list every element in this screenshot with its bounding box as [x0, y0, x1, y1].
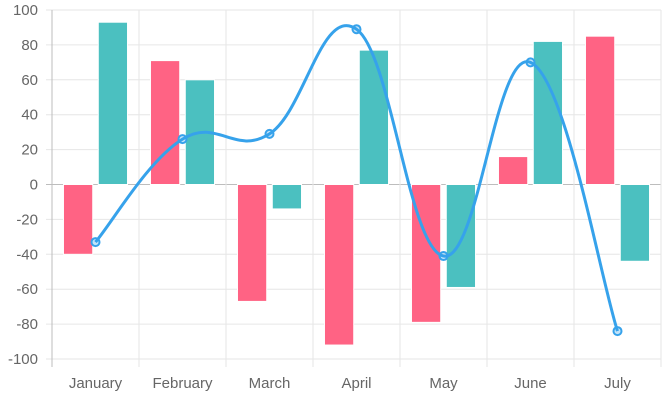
x-tick-label: April [341, 375, 371, 392]
y-tick-label: -20 [16, 211, 38, 228]
bar-series2[interactable] [271, 184, 303, 210]
bar-series2[interactable] [532, 40, 564, 185]
x-tick-label: June [514, 375, 547, 392]
bar-series1[interactable] [149, 60, 181, 185]
y-tick-label: 20 [21, 142, 38, 159]
bar-marks [62, 21, 651, 346]
y-tick-label: -80 [16, 316, 38, 333]
x-tick-label: March [249, 375, 291, 392]
axes: 100 80 60 40 20 0 -20 -40 -60 -80 -100 January Febru… [8, 2, 631, 392]
line-series-path [94, 24, 619, 332]
bar-series1[interactable] [584, 35, 616, 185]
bar-series2[interactable] [97, 21, 129, 186]
y-tick-label: 0 [30, 177, 38, 194]
bar-series1[interactable] [323, 184, 355, 346]
y-tick-label: 40 [21, 107, 38, 124]
x-tick-label: July [604, 375, 631, 392]
y-tick-label: 100 [13, 2, 38, 19]
line-point[interactable] [177, 134, 188, 145]
y-tick-label: -60 [16, 281, 38, 298]
bar-series2[interactable] [358, 49, 390, 186]
y-tick-label: 80 [21, 37, 38, 54]
bar-series1[interactable] [236, 184, 268, 302]
bar-series1[interactable] [497, 156, 529, 186]
x-tick-label: February [152, 375, 213, 392]
bar-series2[interactable] [445, 184, 477, 288]
x-tick-label: January [69, 375, 123, 392]
line-point[interactable] [351, 24, 362, 35]
line-point[interactable] [438, 251, 449, 262]
bar-series2[interactable] [619, 184, 651, 262]
line-point[interactable] [525, 57, 536, 68]
y-tick-label: -100 [8, 351, 38, 368]
line-series [90, 24, 623, 337]
line-point[interactable] [264, 128, 275, 139]
line-point[interactable] [612, 326, 623, 337]
y-tick-label: -40 [16, 246, 38, 263]
line-point[interactable] [90, 237, 101, 248]
bar-series1[interactable] [62, 184, 94, 255]
bar-series1[interactable] [410, 184, 442, 323]
y-tick-label: 60 [21, 72, 38, 89]
x-tick-label: May [429, 375, 458, 392]
